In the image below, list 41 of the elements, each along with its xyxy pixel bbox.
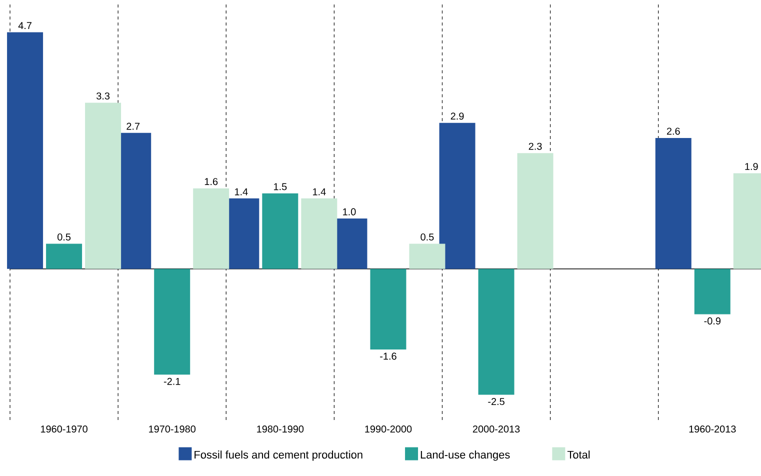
- bar: [46, 244, 82, 269]
- data-label: 0.5: [420, 233, 434, 241]
- x-tick-label: 2000-2013: [472, 426, 520, 433]
- bar: [694, 268, 730, 314]
- bar: [193, 188, 230, 269]
- bar: [439, 122, 476, 269]
- data-label: -2.5: [488, 398, 504, 406]
- x-tick-label: 1970-1980: [149, 426, 196, 433]
- bar: [262, 193, 298, 269]
- data-label: 1.4: [234, 188, 248, 196]
- data-label: 0.5: [58, 233, 71, 241]
- bar: [7, 32, 44, 269]
- data-label: 4.7: [18, 22, 32, 30]
- x-tick-label: 1960-1970: [40, 426, 88, 433]
- bar: [370, 268, 406, 350]
- legend-label: Land-use changes: [420, 450, 510, 461]
- x-tick-label: 1960-2013: [689, 426, 736, 433]
- x-tick-label: 1980-1990: [257, 426, 304, 433]
- bar: [85, 102, 122, 269]
- legend-label: Fossil fuels and cement production: [194, 450, 362, 461]
- legend-label: Total: [567, 450, 590, 459]
- data-label: 2.6: [666, 128, 680, 135]
- data-label: 2.3: [528, 142, 542, 150]
- data-label: 1.9: [745, 162, 758, 170]
- data-label: 2.9: [450, 112, 464, 120]
- x-tick-label: 1990-2000: [365, 426, 412, 433]
- data-label: 1.6: [204, 178, 218, 186]
- data-label: -1.6: [380, 352, 396, 360]
- data-label: 1.5: [274, 183, 287, 190]
- data-label: 3.3: [96, 92, 110, 100]
- bar: [517, 153, 554, 269]
- data-label: 1.0: [343, 208, 356, 216]
- bar: [301, 198, 338, 269]
- data-label: 2.7: [126, 122, 140, 130]
- data-label: -2.1: [164, 378, 180, 385]
- bar: [655, 138, 692, 269]
- bar: [409, 244, 446, 269]
- bar: [478, 268, 514, 395]
- bar: [154, 268, 190, 375]
- data-label: -0.9: [704, 317, 721, 324]
- data-label: 1.4: [312, 188, 326, 196]
